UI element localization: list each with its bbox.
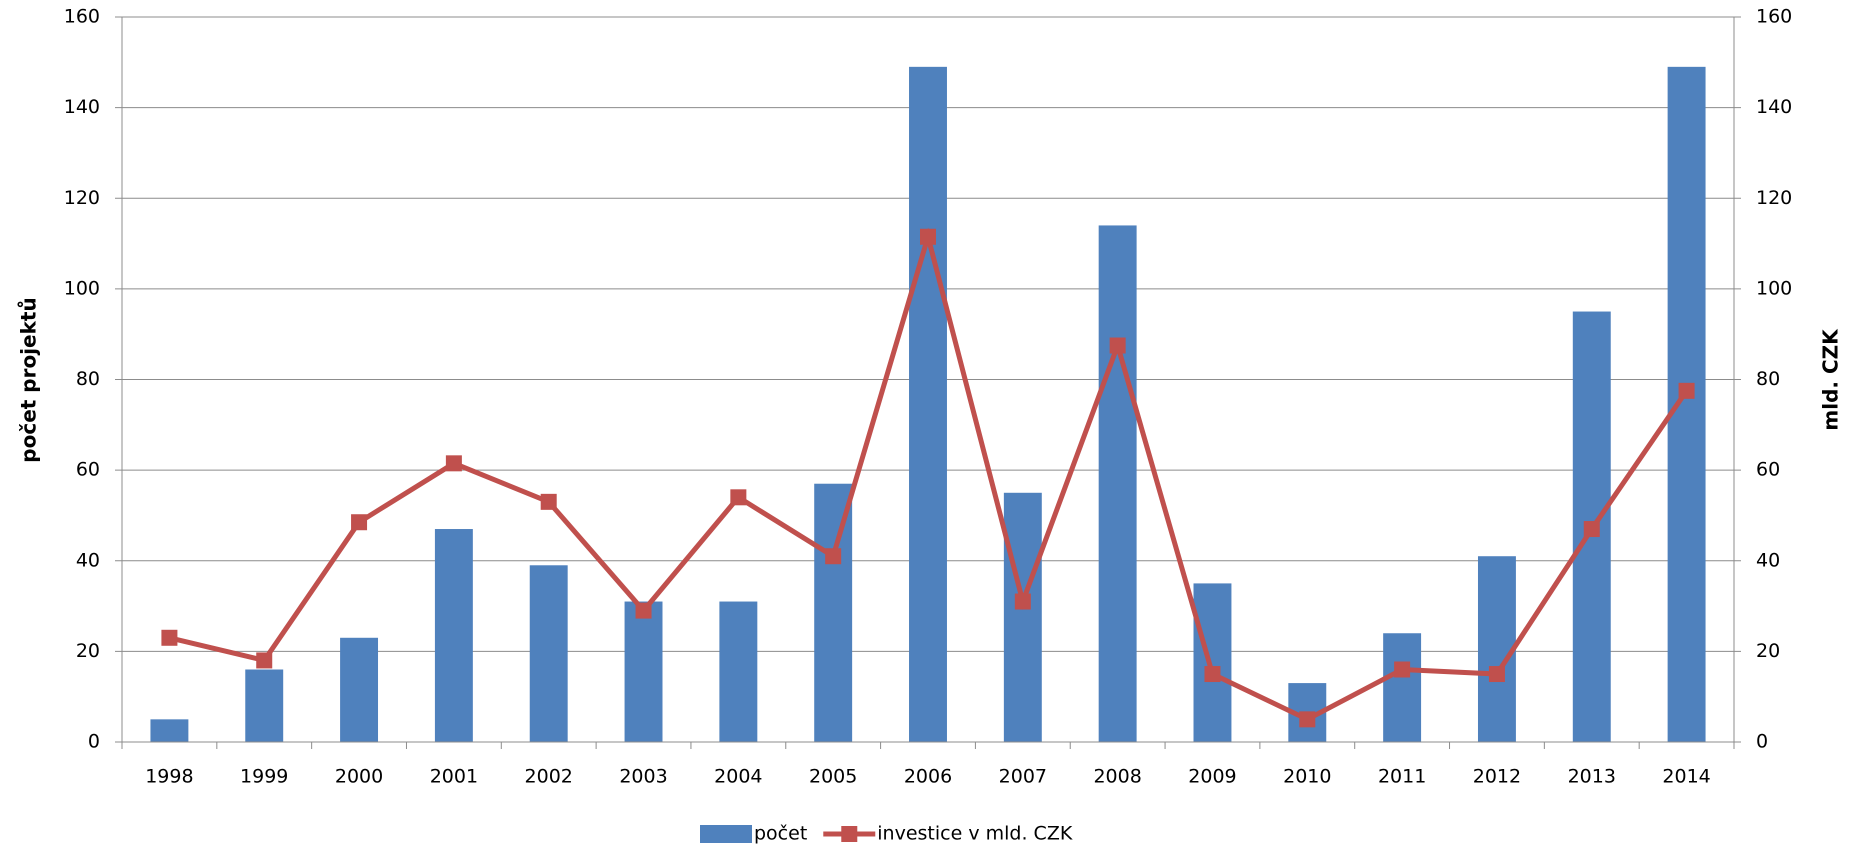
y-tick-label: 120	[64, 187, 100, 209]
bar	[1098, 225, 1137, 742]
y-tick-label: 40	[76, 549, 100, 571]
bar	[1193, 583, 1232, 742]
x-tick-label: 2001	[430, 766, 478, 788]
bar	[1477, 556, 1516, 742]
x-tick-label: 2010	[1283, 766, 1331, 788]
marker	[161, 629, 178, 646]
marker	[1109, 337, 1126, 354]
y-tick-label: 60	[76, 459, 100, 481]
y2-tick-label: 100	[1756, 277, 1792, 299]
bar	[245, 669, 284, 742]
marker	[825, 548, 842, 565]
x-tick-label: 1998	[145, 766, 193, 788]
bar	[1383, 633, 1422, 742]
x-tick-label: 2006	[904, 766, 952, 788]
y2-axis-title: mld. CZK	[1819, 328, 1843, 431]
bar	[1667, 66, 1706, 742]
y2-tick-label: 40	[1756, 549, 1780, 571]
x-tick-label: 2011	[1378, 766, 1426, 788]
y-tick-label: 80	[76, 368, 100, 390]
x-tick-label: 2004	[714, 766, 762, 788]
bar	[434, 529, 473, 742]
bar	[624, 601, 663, 742]
y2-tick-label: 20	[1756, 640, 1780, 662]
y-tick-label: 0	[88, 731, 100, 753]
bar	[1003, 492, 1042, 742]
x-tick-label: 2008	[1093, 766, 1141, 788]
legend-label: investice v mld. CZK	[877, 823, 1073, 845]
legend-swatch	[841, 826, 858, 842]
marker	[1014, 593, 1031, 610]
marker	[1488, 666, 1505, 683]
marker	[1394, 661, 1411, 678]
bar	[909, 66, 947, 742]
y2-tick-label: 80	[1756, 368, 1780, 390]
marker	[445, 455, 462, 472]
bar	[340, 637, 379, 742]
marker	[1204, 666, 1221, 683]
marker	[256, 652, 273, 669]
marker	[1583, 521, 1600, 538]
x-tick-label: 2009	[1188, 766, 1236, 788]
y2-tick-label: 60	[1756, 459, 1780, 481]
y-tick-label: 100	[64, 277, 100, 299]
marker	[635, 602, 652, 619]
x-tick-label: 1999	[240, 766, 288, 788]
marker	[351, 514, 368, 531]
bar	[814, 483, 853, 742]
x-tick-label: 2002	[525, 766, 573, 788]
marker	[540, 493, 557, 510]
bar	[529, 565, 568, 742]
marker	[730, 489, 747, 506]
y-axis-title: počet projektů	[17, 297, 41, 462]
marker	[920, 228, 936, 245]
bar	[150, 719, 189, 742]
marker	[1299, 711, 1316, 728]
x-tick-label: 2012	[1473, 766, 1521, 788]
y2-tick-label: 0	[1756, 731, 1768, 753]
x-tick-label: 2007	[999, 766, 1047, 788]
y-tick-label: 20	[76, 640, 100, 662]
x-tick-label: 2005	[809, 766, 857, 788]
marker	[1678, 382, 1695, 399]
x-tick-label: 2013	[1568, 766, 1616, 788]
x-tick-label: 2000	[335, 766, 383, 788]
y2-tick-label: 160	[1756, 6, 1792, 28]
legend-swatch	[700, 825, 752, 843]
y-tick-label: 160	[64, 6, 100, 28]
y-tick-label: 140	[64, 96, 100, 118]
bar	[719, 601, 758, 742]
y2-tick-label: 140	[1756, 96, 1792, 118]
y2-tick-label: 120	[1756, 187, 1792, 209]
x-tick-label: 2014	[1662, 766, 1710, 788]
legend-label: počet	[754, 823, 807, 845]
x-tick-label: 2003	[619, 766, 667, 788]
